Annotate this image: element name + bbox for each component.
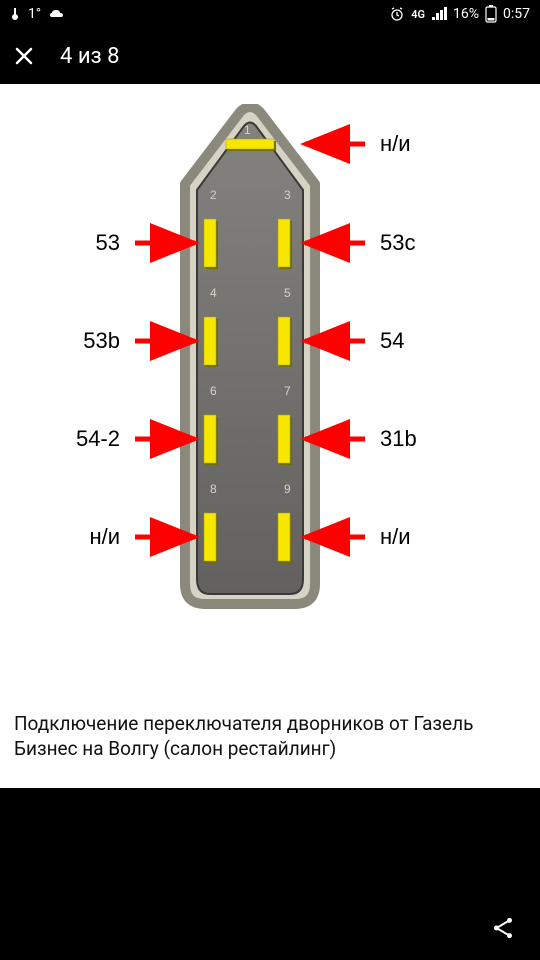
svg-text:8: 8 <box>210 482 217 496</box>
battery-icon <box>485 5 497 23</box>
connector-diagram: 1 н/и 2 53 3 53с 4 53b 5 54 6 54-2 7 31b 8 н/и 9 н/и <box>0 104 540 624</box>
alarm-icon <box>389 6 405 22</box>
svg-text:9: 9 <box>284 482 291 496</box>
svg-text:53: 53 <box>96 230 120 255</box>
svg-text:5: 5 <box>284 286 291 300</box>
svg-text:53с: 53с <box>380 230 415 255</box>
svg-text:н/и: н/и <box>380 131 411 156</box>
battery-pct: 16% <box>453 6 479 22</box>
svg-text:н/и: н/и <box>380 524 411 549</box>
svg-text:31b: 31b <box>380 426 417 451</box>
image-card: 1 н/и 2 53 3 53с 4 53b 5 54 6 54-2 7 31b 8 н/и 9 н/и Подк… <box>0 84 540 788</box>
svg-text:7: 7 <box>284 384 291 398</box>
temp-icon <box>10 7 20 21</box>
network-type-icon: 4G <box>411 8 425 21</box>
viewer-header: 4 из 8 <box>0 28 540 84</box>
svg-text:54: 54 <box>380 328 404 353</box>
svg-text:н/и: н/и <box>89 524 120 549</box>
svg-text:53b: 53b <box>83 328 120 353</box>
svg-text:6: 6 <box>210 384 217 398</box>
bottom-toolbar <box>0 900 540 960</box>
page-counter: 4 из 8 <box>60 44 120 69</box>
svg-text:54-2: 54-2 <box>76 426 120 451</box>
svg-text:4: 4 <box>210 286 217 300</box>
svg-text:2: 2 <box>210 188 217 202</box>
close-icon[interactable] <box>12 44 36 68</box>
weather-icon <box>49 7 65 21</box>
status-bar: 1° 4G 16% 0:57 <box>0 0 540 28</box>
status-time: 0:57 <box>503 6 530 22</box>
share-icon[interactable] <box>490 915 516 945</box>
svg-text:1: 1 <box>244 123 251 137</box>
signal-icon <box>431 7 447 21</box>
svg-text:3: 3 <box>284 188 291 202</box>
status-temp: 1° <box>28 6 41 22</box>
image-caption: Подключение переключателя дворников от Г… <box>14 711 526 762</box>
